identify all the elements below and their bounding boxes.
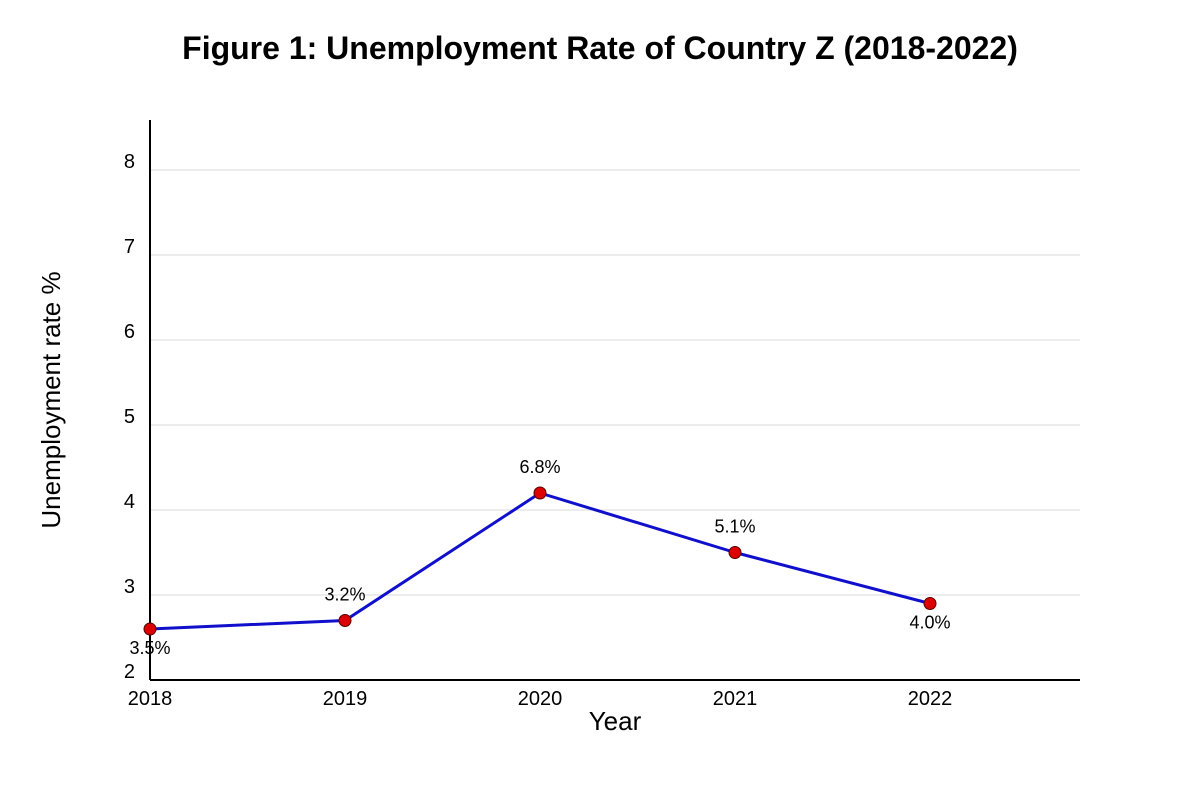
x-tick-label: 2018 xyxy=(128,688,173,710)
x-tick-label: 2021 xyxy=(713,688,758,710)
data-label: 3.2% xyxy=(324,585,365,605)
data-point xyxy=(143,622,157,636)
y-axis-title: Unemployment rate % xyxy=(36,271,66,528)
x-axis-ticks: 2018 2019 2020 2021 2022 xyxy=(128,688,953,710)
x-axis-title: Year xyxy=(589,706,642,736)
y-tick-label: 2 xyxy=(124,661,135,683)
data-label: 5.1% xyxy=(714,517,755,537)
x-tick-label: 2022 xyxy=(908,688,953,710)
y-tick-label: 6 xyxy=(124,321,135,343)
data-point xyxy=(923,597,937,610)
y-tick-label: 8 xyxy=(124,151,135,173)
axes xyxy=(149,120,1080,681)
data-point xyxy=(338,614,352,627)
data-labels: 3.5% 3.2% 6.8% 5.1% 4.0% xyxy=(129,457,950,658)
y-tick-label: 3 xyxy=(124,576,135,598)
data-point xyxy=(728,546,742,559)
series xyxy=(143,486,937,636)
data-label: 6.8% xyxy=(519,457,560,477)
x-tick-label: 2020 xyxy=(518,688,563,710)
x-tick-label: 2019 xyxy=(323,688,368,710)
data-point xyxy=(533,486,547,500)
gridlines xyxy=(150,169,1080,596)
chart-title: Figure 1: Unemployment Rate of Country Z… xyxy=(182,30,1018,66)
data-label: 3.5% xyxy=(129,638,170,658)
series-line xyxy=(149,491,931,631)
y-tick-label: 7 xyxy=(124,236,135,258)
y-axis-ticks: 2 3 4 5 6 7 8 xyxy=(124,151,135,683)
data-label: 4.0% xyxy=(909,613,950,633)
y-tick-label: 4 xyxy=(124,491,135,513)
y-tick-label: 5 xyxy=(124,406,135,428)
